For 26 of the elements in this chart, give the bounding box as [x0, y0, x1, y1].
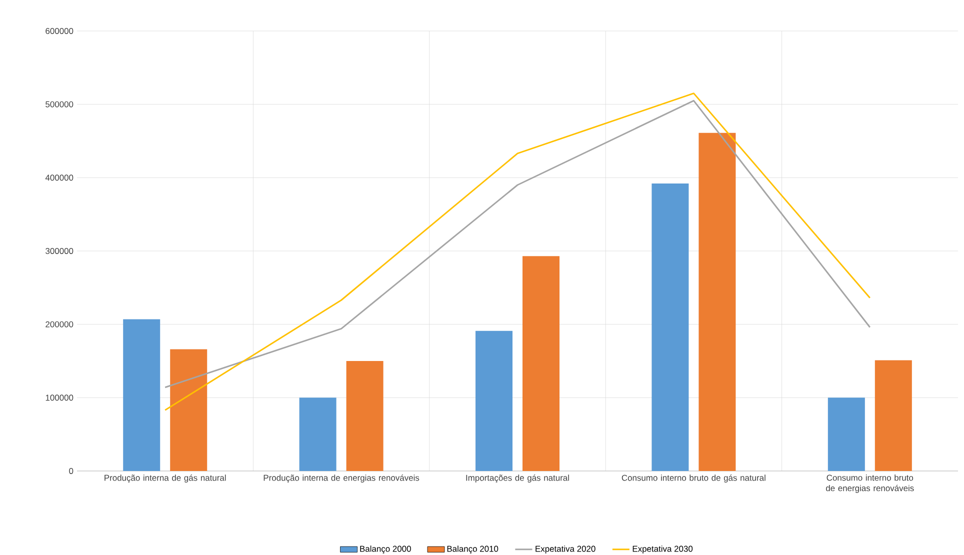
bar — [476, 330, 513, 471]
bar — [652, 184, 689, 471]
bar — [299, 398, 336, 471]
x-tick-label: Importações de gás natural — [466, 474, 569, 483]
y-tick-label: 600000 — [46, 28, 74, 34]
bar — [522, 256, 560, 471]
bar — [123, 319, 160, 471]
y-tick-label: 300000 — [46, 248, 74, 254]
legend-label: Balanço 2010 — [447, 546, 498, 554]
x-tick-label: Consumo interno bruto de energias renováveis — [826, 474, 914, 493]
y-tick-label: 0 — [69, 468, 74, 474]
x-tick-label: Consumo interno bruto de gás natural — [622, 474, 766, 482]
bar — [874, 360, 912, 471]
x-tick-label: Produção interna de gás natural — [104, 474, 226, 483]
y-tick-label: 500000 — [46, 101, 74, 108]
y-tick-label: 200000 — [46, 321, 74, 328]
y-tick-label: 100000 — [46, 394, 74, 401]
bar — [170, 349, 208, 471]
bar — [346, 360, 384, 471]
x-tick-label: Produção interna de energias renováveis — [264, 474, 420, 483]
legend-label: Expetativa 2020 — [536, 546, 596, 554]
bar — [828, 398, 865, 471]
legend-label: Expetativa 2030 — [632, 546, 693, 554]
bar — [698, 132, 736, 471]
legend-label: Balanço 2000 — [360, 546, 411, 554]
y-tick-label: 400000 — [45, 174, 74, 181]
